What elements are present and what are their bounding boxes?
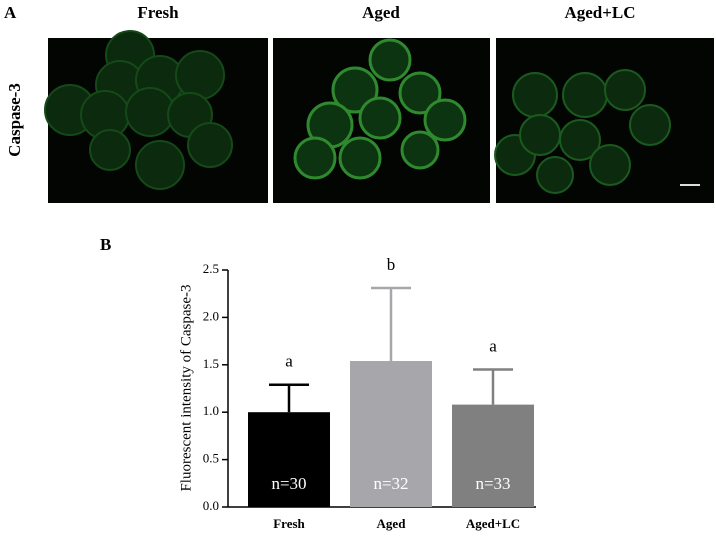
bar-label: n=32 (373, 474, 408, 493)
bar (452, 404, 534, 507)
y-tick-label: 1.5 (203, 356, 219, 371)
micrograph (494, 38, 714, 203)
bar (248, 412, 330, 507)
bar (350, 361, 432, 507)
y-tick-label: 0.5 (203, 451, 219, 466)
y-tick-label: 0.0 (203, 498, 219, 513)
x-tick-label: Aged (377, 516, 407, 531)
x-tick-label: Aged+LC (466, 516, 520, 531)
y-axis-title: Fluorescent intensity of Caspase-3 (178, 284, 194, 491)
column-title: Aged+LC (564, 3, 635, 22)
bar-label: n=33 (475, 474, 510, 493)
y-tick-label: 2.0 (203, 308, 219, 323)
y-tick-label: 2.5 (203, 261, 219, 276)
panel-label: B (100, 235, 111, 254)
significance-letter: a (489, 336, 497, 355)
bar-label: n=30 (271, 474, 306, 493)
micrograph (273, 38, 490, 203)
column-title: Aged (362, 3, 400, 22)
significance-letter: b (387, 255, 396, 274)
micrograph (44, 30, 268, 203)
column-title: Fresh (137, 3, 179, 22)
row-label: Caspase-3 (5, 83, 24, 157)
y-tick-label: 1.0 (203, 403, 219, 418)
x-tick-label: Fresh (273, 516, 305, 531)
panel-label: A (4, 3, 17, 22)
significance-letter: a (285, 352, 293, 371)
